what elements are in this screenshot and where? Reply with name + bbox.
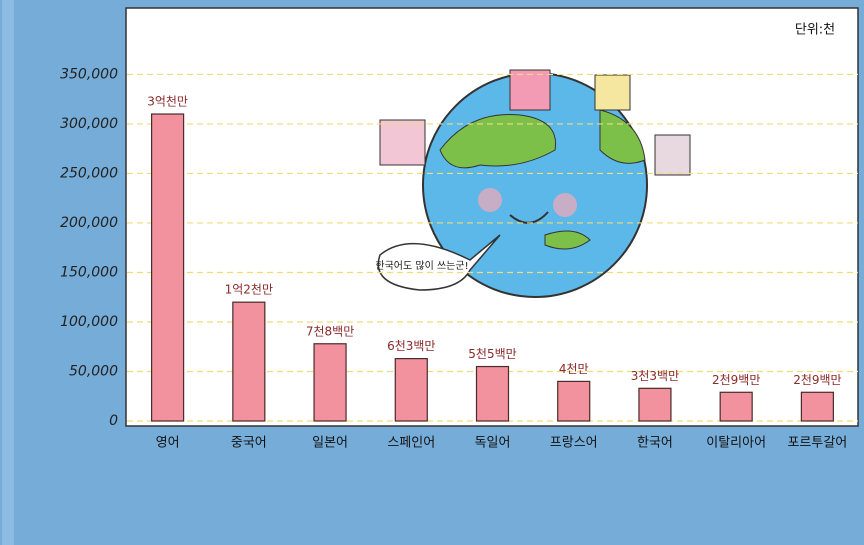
unit-label: 단위:천 [795, 23, 835, 38]
value-label: 7천8백만 [306, 323, 354, 338]
value-label: 3억천만 [147, 94, 188, 109]
x-tick-label: 중국어 [231, 436, 267, 451]
bar [719, 391, 753, 422]
y-tick-label: 350,000 [60, 66, 118, 82]
bar [475, 365, 510, 422]
x-tick-label: 일본어 [312, 436, 348, 451]
bar [151, 113, 185, 422]
bar [638, 387, 672, 422]
y-tick-label: 300,000 [60, 116, 118, 132]
y-tick-label: 50,000 [69, 363, 118, 379]
value-label: 3천3백만 [631, 368, 679, 383]
y-tick-label: 250,000 [60, 165, 118, 181]
value-label: 1억2천만 [225, 282, 273, 297]
x-tick-label: 이탈리아어 [706, 436, 766, 451]
x-tick-label: 영어 [156, 436, 180, 451]
bar [313, 343, 347, 422]
globe-illustration [377, 69, 691, 298]
value-label: 2천9백만 [793, 372, 841, 387]
y-tick-label: 100,000 [60, 314, 118, 330]
x-tick-label: 스페인어 [387, 436, 435, 451]
value-label: 4천만 [559, 361, 589, 376]
x-tick-label: 한국어 [637, 436, 673, 451]
value-label: 6천3백만 [387, 338, 435, 353]
y-tick-label: 200,000 [60, 215, 118, 231]
bar [232, 301, 266, 422]
value-label: 5천5백만 [468, 346, 516, 361]
y-tick-label: 150,000 [60, 264, 118, 280]
left-edge [2, 0, 14, 545]
y-tick-label: 0 [109, 413, 118, 429]
x-tick-label: 포르투갈어 [787, 436, 847, 451]
value-label: 2천9백만 [712, 372, 760, 387]
bar [394, 358, 428, 422]
bar [557, 380, 591, 422]
speech-bubble-text: 한국어도 많이 쓰는군! [375, 260, 468, 272]
x-tick-label: 프랑스어 [550, 436, 598, 451]
bar [800, 391, 834, 422]
x-tick-label: 독일어 [475, 436, 511, 451]
